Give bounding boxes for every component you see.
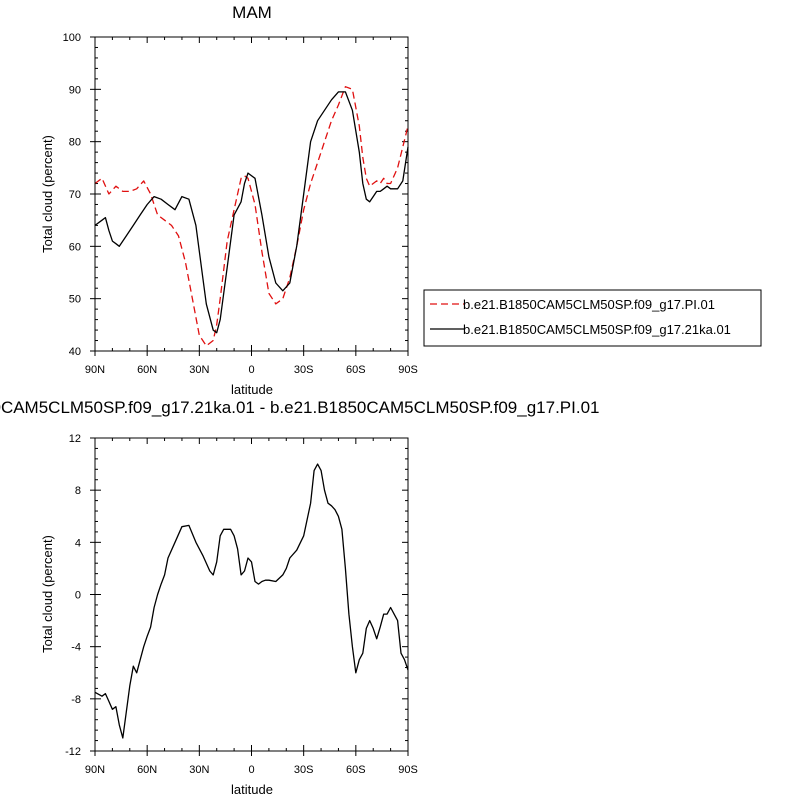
bottom-x-tick-labels: 90N 60N 30N 0 30S 60S 90S: [85, 764, 418, 776]
top-y-axis-label: Total cloud (percent): [40, 135, 55, 253]
series-line-top-1: [94, 91, 409, 334]
x-tick-label: 90N: [85, 364, 105, 376]
y-tick-label: 8: [75, 485, 81, 497]
bottom-x-axis-label: latitude: [231, 782, 273, 797]
legend-box: [423, 289, 762, 347]
legend-label-pi: b.e21.B1850CAM5CLM50SP.f09_g17.PI.01: [463, 297, 715, 312]
x-tick-label: 60S: [346, 764, 366, 776]
y-tick-label: 12: [69, 433, 81, 445]
y-tick-label: -12: [65, 746, 81, 758]
series-line-top-0: [94, 86, 409, 347]
x-tick-label: 90S: [398, 364, 418, 376]
x-tick-label: 60N: [137, 364, 157, 376]
bottom-chart-title: b.e21.B1850CAM5CLM50SP.f09_g17.21ka.01 -…: [0, 398, 599, 417]
top-plot-frame: [94, 36, 409, 352]
x-tick-label: 60N: [137, 764, 157, 776]
top-y-tick-labels: 40 50 60 70 80 90 100: [63, 32, 81, 358]
x-tick-label: 90N: [85, 764, 105, 776]
bottom-plot-frame: [94, 437, 409, 752]
bottom-chart: b.e21.B1850CAM5CLM50SP.f09_g17.21ka.01 -…: [0, 398, 599, 797]
y-tick-label: 4: [75, 537, 81, 549]
legend-label-21ka: b.e21.B1850CAM5CLM50SP.f09_g17.21ka.01: [463, 322, 731, 337]
top-x-axis-label: latitude: [231, 382, 273, 397]
x-tick-label: 0: [248, 364, 254, 376]
y-tick-label: 100: [63, 32, 81, 44]
x-tick-label: 0: [248, 764, 254, 776]
bottom-y-tick-labels: -12 -8 -4 0 4 8 12: [65, 433, 81, 758]
x-tick-label: 30N: [189, 364, 209, 376]
y-tick-label: 80: [69, 137, 81, 149]
y-tick-label: -4: [71, 642, 81, 654]
top-chart-title: MAM: [232, 3, 272, 22]
y-tick-label: 0: [75, 590, 81, 602]
top-series-lines: [94, 86, 409, 347]
bottom-axis-ticks: [90, 437, 409, 756]
x-tick-label: 30S: [294, 364, 314, 376]
y-tick-label: 90: [69, 84, 81, 96]
bottom-y-axis-label: Total cloud (percent): [40, 535, 55, 653]
y-tick-label: 60: [69, 241, 81, 253]
top-axis-ticks: [90, 36, 409, 356]
y-tick-label: 50: [69, 294, 81, 306]
x-tick-label: 60S: [346, 364, 366, 376]
x-tick-label: 30S: [294, 764, 314, 776]
legend: b.e21.B1850CAM5CLM50SP.f09_g17.PI.01 b.e…: [423, 289, 762, 347]
y-tick-label: -8: [71, 694, 81, 706]
y-tick-label: 40: [69, 346, 81, 358]
series-line-bot-0: [94, 463, 409, 739]
y-tick-label: 70: [69, 189, 81, 201]
x-tick-label: 30N: [189, 764, 209, 776]
x-tick-label: 90S: [398, 764, 418, 776]
bottom-series-lines: [94, 463, 409, 739]
top-x-tick-labels: 90N 60N 30N 0 30S 60S 90S: [85, 364, 418, 376]
